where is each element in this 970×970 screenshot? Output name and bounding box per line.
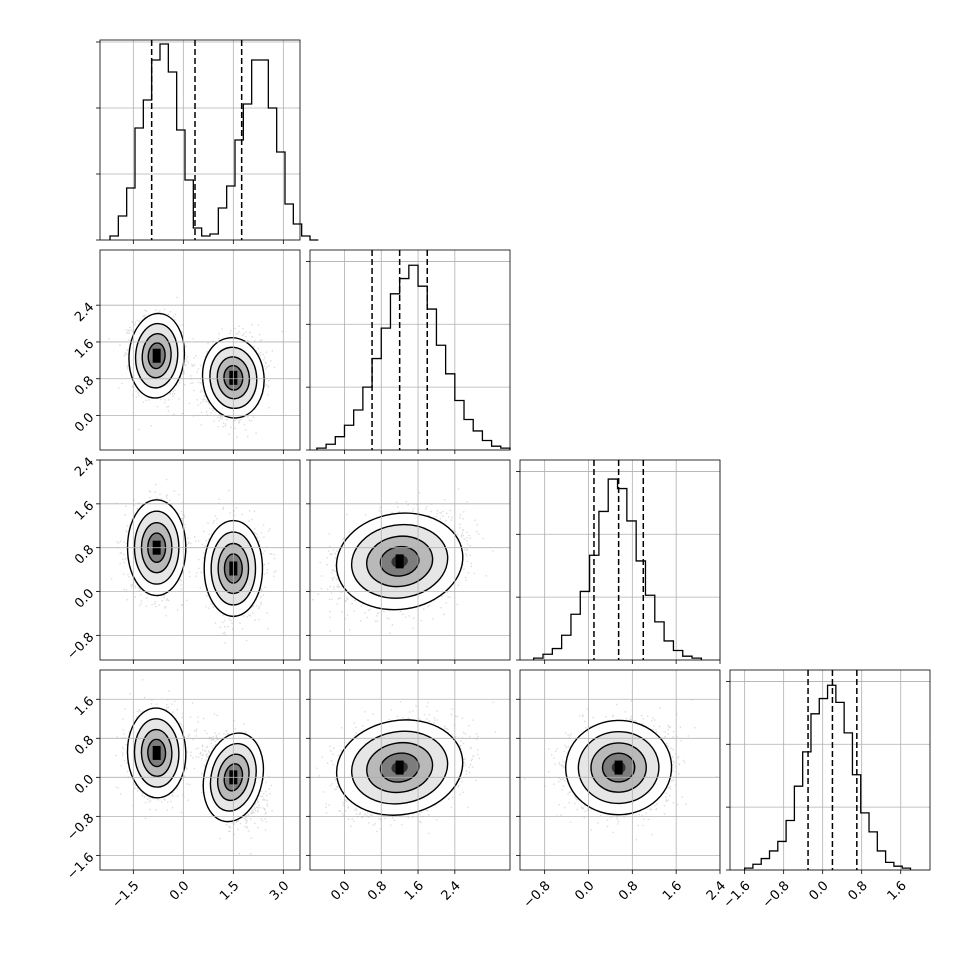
x-tick-label: −0.8 — [521, 878, 554, 911]
panel-frame — [99, 459, 301, 661]
y-tick-label: 0.0 — [72, 586, 97, 611]
panel-frame — [519, 669, 721, 871]
y-tick-label: 1.6 — [72, 499, 97, 524]
x-tick-label: −1.5 — [109, 878, 142, 911]
scatter-panel-2-0 — [96, 459, 300, 664]
x-tick-label: 0.0 — [167, 878, 192, 903]
panel-content — [100, 670, 300, 870]
x-tick-label: 1.6 — [885, 878, 910, 903]
panel-content — [100, 250, 300, 450]
y-tick-label: 0.0 — [72, 410, 97, 435]
scatter-panel-3-1 — [306, 670, 510, 874]
hist-step-1 — [316, 264, 511, 450]
panel-frame — [309, 459, 511, 661]
panel-frame — [519, 459, 721, 661]
panel-content — [100, 460, 300, 660]
panel-frame — [309, 669, 511, 871]
y-tick-label: 1.6 — [72, 694, 97, 719]
x-tick-label: −1.6 — [721, 878, 754, 911]
x-tick-label: 1.6 — [660, 878, 685, 903]
scatter-panel-2-1 — [306, 459, 510, 664]
x-tick-label: 0.8 — [846, 878, 871, 903]
x-tick-label: −0.8 — [760, 878, 793, 911]
hist-step-0 — [109, 43, 319, 241]
hist-panel-0 — [96, 40, 319, 244]
hist-panel-3 — [726, 670, 930, 874]
y-tick-label: 0.8 — [72, 542, 97, 567]
scatter-panel-1-0 — [96, 250, 300, 454]
y-tick-label: −0.8 — [64, 630, 97, 663]
hist-step-2 — [533, 478, 703, 660]
x-tick-label: 0.0 — [328, 878, 353, 903]
panel-frame — [309, 249, 511, 451]
x-tick-label: 1.5 — [217, 878, 242, 903]
hist-step-3 — [743, 684, 912, 870]
x-tick-label: 0.8 — [616, 878, 641, 903]
panel-frame — [99, 669, 301, 871]
scatter-points — [108, 296, 283, 438]
y-tick-label: 0.8 — [72, 373, 97, 398]
density-core-0 — [152, 745, 161, 760]
hist-panel-2 — [516, 460, 721, 664]
panel-frame — [99, 249, 301, 451]
scatter-panel-3-0 — [96, 670, 300, 874]
y-tick-label: 1.6 — [72, 337, 97, 362]
panel-frame — [729, 669, 931, 871]
y-tick-label: −0.8 — [64, 811, 97, 844]
x-tick-label: 0.0 — [572, 878, 597, 903]
panel-frame — [99, 39, 301, 241]
panel-content — [520, 670, 720, 870]
hist-panel-1 — [306, 250, 511, 454]
panel-content — [310, 460, 510, 660]
y-tick-label: 0.0 — [72, 772, 97, 797]
density-core-0 — [614, 760, 623, 775]
density-core-0 — [395, 760, 404, 775]
y-tick-label: −1.6 — [64, 850, 97, 883]
density-core-0 — [152, 348, 161, 363]
x-tick-label: 0.8 — [365, 878, 390, 903]
x-tick-label: 0.0 — [806, 878, 831, 903]
x-tick-label: 1.6 — [402, 878, 427, 903]
x-tick-label: 2.4 — [439, 878, 464, 903]
density-core-0 — [395, 554, 404, 569]
panel-content — [310, 670, 510, 870]
scatter-panel-3-2 — [516, 670, 721, 874]
x-tick-label: 3.0 — [267, 878, 292, 903]
y-tick-label: 2.4 — [72, 300, 97, 325]
y-tick-label: 2.4 — [72, 455, 97, 480]
y-tick-label: 0.8 — [72, 733, 97, 758]
